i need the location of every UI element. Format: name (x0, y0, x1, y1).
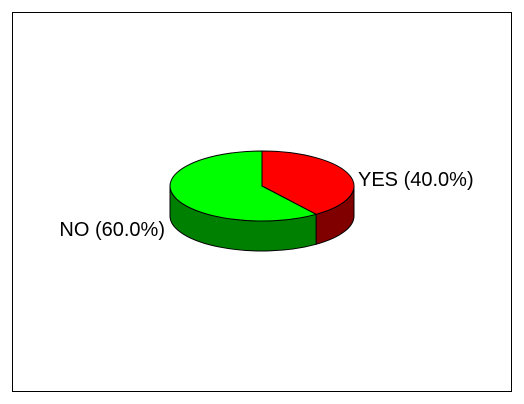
pie-slice-no (169, 150, 318, 222)
pie-label-no: NO (60.0%) (59, 219, 165, 241)
pie-label-yes: YES (40.0%) (358, 169, 474, 191)
pie-tops (169, 150, 355, 222)
pie-slice-yes (261, 150, 355, 215)
